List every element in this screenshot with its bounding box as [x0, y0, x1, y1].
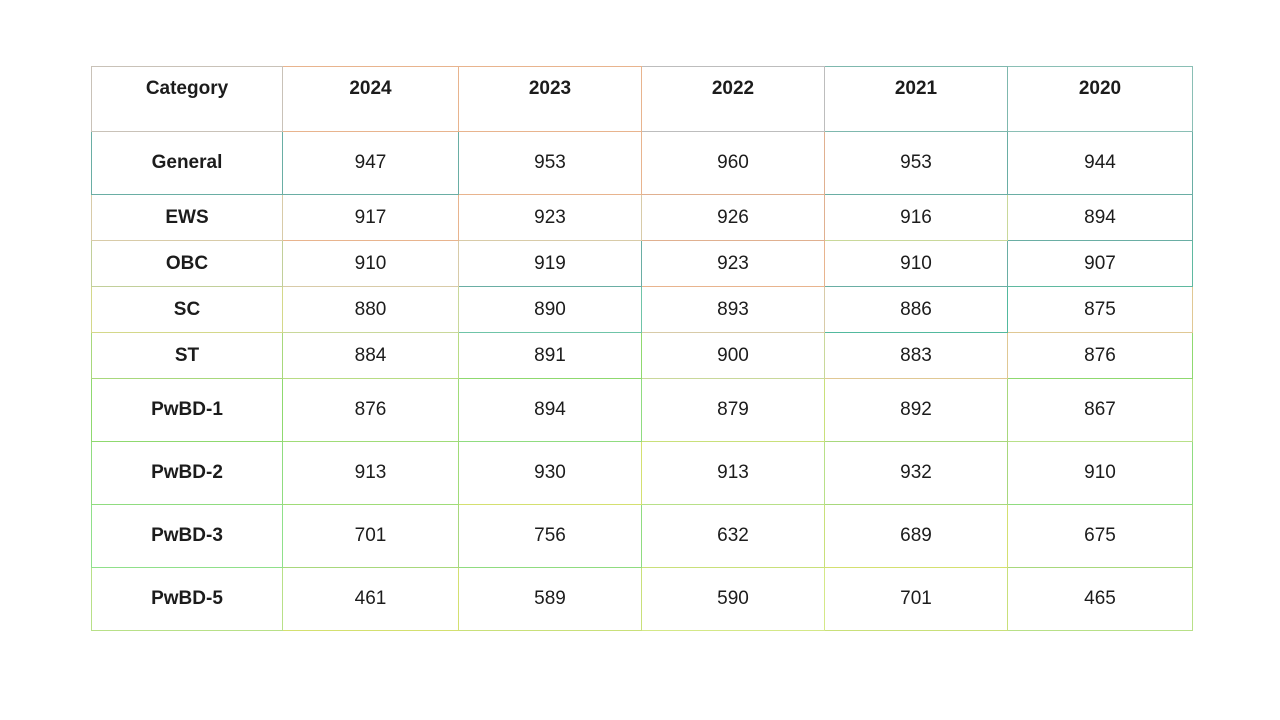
table-header: Category 2024 2023 2022 2021 2020	[91, 66, 1193, 132]
value-cell: 756	[458, 504, 642, 568]
row-header-cell: EWS	[91, 194, 283, 241]
value-cell: 926	[641, 194, 825, 241]
column-header-cell: 2024	[282, 66, 459, 132]
table-row: PwBD-5 461 589 590 701 465	[91, 567, 1193, 631]
value-cell: 879	[641, 378, 825, 442]
value-cell: 675	[1007, 504, 1193, 568]
value-cell: 701	[824, 567, 1008, 631]
value-cell: 876	[282, 378, 459, 442]
column-header-cell: 2022	[641, 66, 825, 132]
cutoff-table: Category 2024 2023 2022 2021 2020 General 947 9…	[91, 66, 1193, 631]
row-header-cell: PwBD-1	[91, 378, 283, 442]
value-cell: 890	[458, 286, 642, 333]
value-cell: 886	[824, 286, 1008, 333]
table-row: PwBD-3 701 756 632 689 675	[91, 504, 1193, 568]
table-row: PwBD-2 913 930 913 932 910	[91, 441, 1193, 505]
table-row: EWS 917 923 926 916 894	[91, 194, 1193, 241]
value-cell: 893	[641, 286, 825, 333]
value-cell: 907	[1007, 240, 1193, 287]
value-cell: 883	[824, 332, 1008, 379]
value-cell: 894	[1007, 194, 1193, 241]
value-cell: 960	[641, 131, 825, 195]
value-cell: 930	[458, 441, 642, 505]
value-cell: 590	[641, 567, 825, 631]
value-cell: 910	[1007, 441, 1193, 505]
value-cell: 867	[1007, 378, 1193, 442]
row-header-cell: PwBD-5	[91, 567, 283, 631]
value-cell: 917	[282, 194, 459, 241]
column-header-cell: 2023	[458, 66, 642, 132]
column-header-cell: Category	[91, 66, 283, 132]
row-header-cell: General	[91, 131, 283, 195]
row-header-cell: PwBD-3	[91, 504, 283, 568]
value-cell: 894	[458, 378, 642, 442]
value-cell: 919	[458, 240, 642, 287]
row-header-cell: PwBD-2	[91, 441, 283, 505]
value-cell: 880	[282, 286, 459, 333]
value-cell: 891	[458, 332, 642, 379]
value-cell: 875	[1007, 286, 1193, 333]
value-cell: 900	[641, 332, 825, 379]
value-cell: 910	[282, 240, 459, 287]
value-cell: 913	[641, 441, 825, 505]
value-cell: 701	[282, 504, 459, 568]
table-row: SC 880 890 893 886 875	[91, 286, 1193, 333]
value-cell: 632	[641, 504, 825, 568]
value-cell: 944	[1007, 131, 1193, 195]
value-cell: 947	[282, 131, 459, 195]
value-cell: 913	[282, 441, 459, 505]
value-cell: 923	[641, 240, 825, 287]
column-header-cell: 2020	[1007, 66, 1193, 132]
value-cell: 461	[282, 567, 459, 631]
row-header-cell: ST	[91, 332, 283, 379]
row-header-cell: SC	[91, 286, 283, 333]
column-header-cell: 2021	[824, 66, 1008, 132]
value-cell: 884	[282, 332, 459, 379]
value-cell: 923	[458, 194, 642, 241]
value-cell: 876	[1007, 332, 1193, 379]
value-cell: 910	[824, 240, 1008, 287]
value-cell: 916	[824, 194, 1008, 241]
table-row: ST 884 891 900 883 876	[91, 332, 1193, 379]
table-row: General 947 953 960 953 944	[91, 131, 1193, 195]
value-cell: 589	[458, 567, 642, 631]
value-cell: 689	[824, 504, 1008, 568]
value-cell: 932	[824, 441, 1008, 505]
header-row: Category 2024 2023 2022 2021 2020	[91, 66, 1193, 132]
table-row: PwBD-1 876 894 879 892 867	[91, 378, 1193, 442]
table-body: General 947 953 960 953 944 EWS 917 923 926 916 894…	[91, 131, 1193, 631]
value-cell: 953	[824, 131, 1008, 195]
value-cell: 953	[458, 131, 642, 195]
value-cell: 892	[824, 378, 1008, 442]
table-row: OBC 910 919 923 910 907	[91, 240, 1193, 287]
row-header-cell: OBC	[91, 240, 283, 287]
value-cell: 465	[1007, 567, 1193, 631]
